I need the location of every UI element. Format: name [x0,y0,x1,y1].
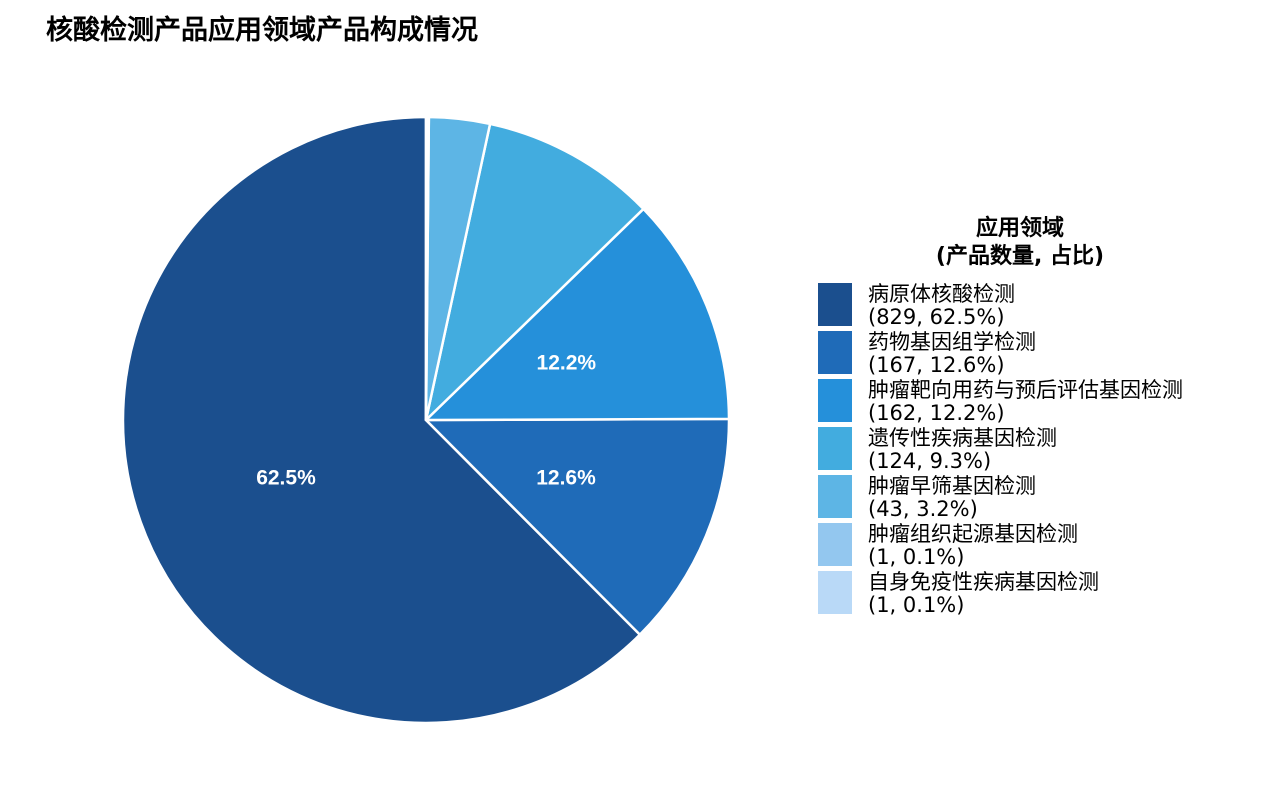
legend-text: 自身免疫性疾病基因检测 (1, 0.1%) [868,571,1099,617]
legend-items: 病原体核酸检测 (829, 62.5%) 药物基因组学检测 (167, 12.6… [818,283,1248,619]
legend-text: 肿瘤早筛基因检测 (43, 3.2%) [868,475,1036,521]
legend-item-0: 病原体核酸检测 (829, 62.5%) [818,283,1248,331]
legend-detail: (162, 12.2%) [868,401,1005,425]
pie-slice-0 [121,115,642,725]
legend-detail: (829, 62.5%) [868,305,1005,329]
legend-item-5: 肿瘤组织起源基因检测 (1, 0.1%) [818,523,1248,571]
pie-slice-label-0: 62.5% [256,466,316,489]
pie-slice-label-1: 12.6% [536,466,596,489]
legend-detail: (124, 9.3%) [868,449,992,473]
legend-item-3: 遗传性疾病基因检测 (124, 9.3%) [818,427,1248,475]
legend-label: 自身免疫性疾病基因检测 [868,570,1099,594]
legend-swatch [818,571,852,614]
chart-title: 核酸检测产品应用领域产品构成情况 [46,15,478,46]
legend-label: 遗传性疾病基因检测 [868,426,1057,450]
legend-text: 肿瘤靶向用药与预后评估基因检测 (162, 12.2%) [868,379,1183,425]
pie-slice-2 [424,207,731,422]
legend-detail: (1, 0.1%) [868,593,965,617]
legend-detail: (167, 12.6%) [868,353,1005,377]
legend-item-2: 肿瘤靶向用药与预后评估基因检测 (162, 12.2%) [818,379,1248,427]
pie-slice-label-2: 12.2% [537,351,597,374]
legend: 应用领域 (产品数量, 占比) 病原体核酸检测 (829, 62.5%) 药物基… [818,215,1248,619]
legend-swatch [818,283,852,326]
pie-slice-3 [424,122,645,422]
legend-text: 药物基因组学检测 (167, 12.6%) [868,331,1036,377]
pie-slice-1 [424,417,731,636]
legend-label: 肿瘤组织起源基因检测 [868,522,1078,546]
legend-swatch [818,331,852,374]
legend-item-4: 肿瘤早筛基因检测 (43, 3.2%) [818,475,1248,523]
legend-title: 应用领域 (产品数量, 占比) [818,215,1222,271]
legend-text: 肿瘤组织起源基因检测 (1, 0.1%) [868,523,1078,569]
legend-swatch [818,475,852,518]
pie-chart: 62.5% 12.6% 12.2% [121,115,731,725]
legend-swatch [818,523,852,566]
legend-label: 病原体核酸检测 [868,282,1015,306]
legend-text: 病原体核酸检测 (829, 62.5%) [868,283,1015,329]
pie-slice-6 [424,115,429,422]
legend-label: 肿瘤靶向用药与预后评估基因检测 [868,378,1183,402]
legend-swatch [818,379,852,422]
legend-title-line2: (产品数量, 占比) [935,244,1105,269]
legend-detail: (1, 0.1%) [868,545,965,569]
legend-swatch [818,427,852,470]
legend-label: 肿瘤早筛基因检测 [868,474,1036,498]
legend-item-6: 自身免疫性疾病基因检测 (1, 0.1%) [818,571,1248,619]
legend-title-line1: 应用领域 [975,216,1064,241]
legend-item-1: 药物基因组学检测 (167, 12.6%) [818,331,1248,379]
legend-text: 遗传性疾病基因检测 (124, 9.3%) [868,427,1057,473]
legend-detail: (43, 3.2%) [868,497,978,521]
legend-label: 药物基因组学检测 [868,330,1036,354]
